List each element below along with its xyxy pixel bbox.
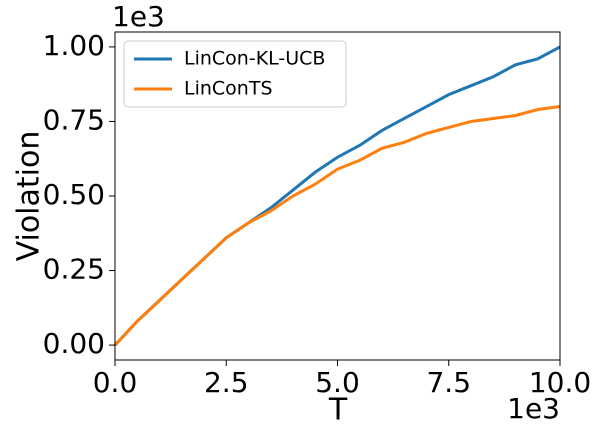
y-tick-label: 0.75	[43, 103, 105, 136]
x-tick-label: 7.5	[426, 366, 471, 399]
y-tick-label: 1.00	[43, 29, 105, 62]
y-offset-text: 1e3	[112, 0, 165, 33]
y-tick-label: 0.00	[43, 327, 105, 360]
line	[113, 105, 561, 347]
y-tick-label: 0.25	[43, 253, 105, 286]
legend-box	[123, 40, 347, 108]
x-tick-label: 5.0	[315, 366, 360, 399]
y-axis-label: Violation	[12, 131, 47, 262]
x-axis-label: T	[328, 393, 348, 428]
plot-frame	[114, 31, 561, 361]
y-tick-label: 0.50	[43, 178, 105, 211]
x-tick-label: 2.5	[204, 366, 249, 399]
x-tick-label: 0.0	[93, 366, 138, 399]
legend-label: LinConTS	[184, 78, 273, 100]
legend-label: LinCon-KL-UCB	[184, 48, 325, 70]
x-offset-text: 1e3	[507, 392, 560, 425]
x-tick-label: 10.0	[529, 366, 591, 399]
